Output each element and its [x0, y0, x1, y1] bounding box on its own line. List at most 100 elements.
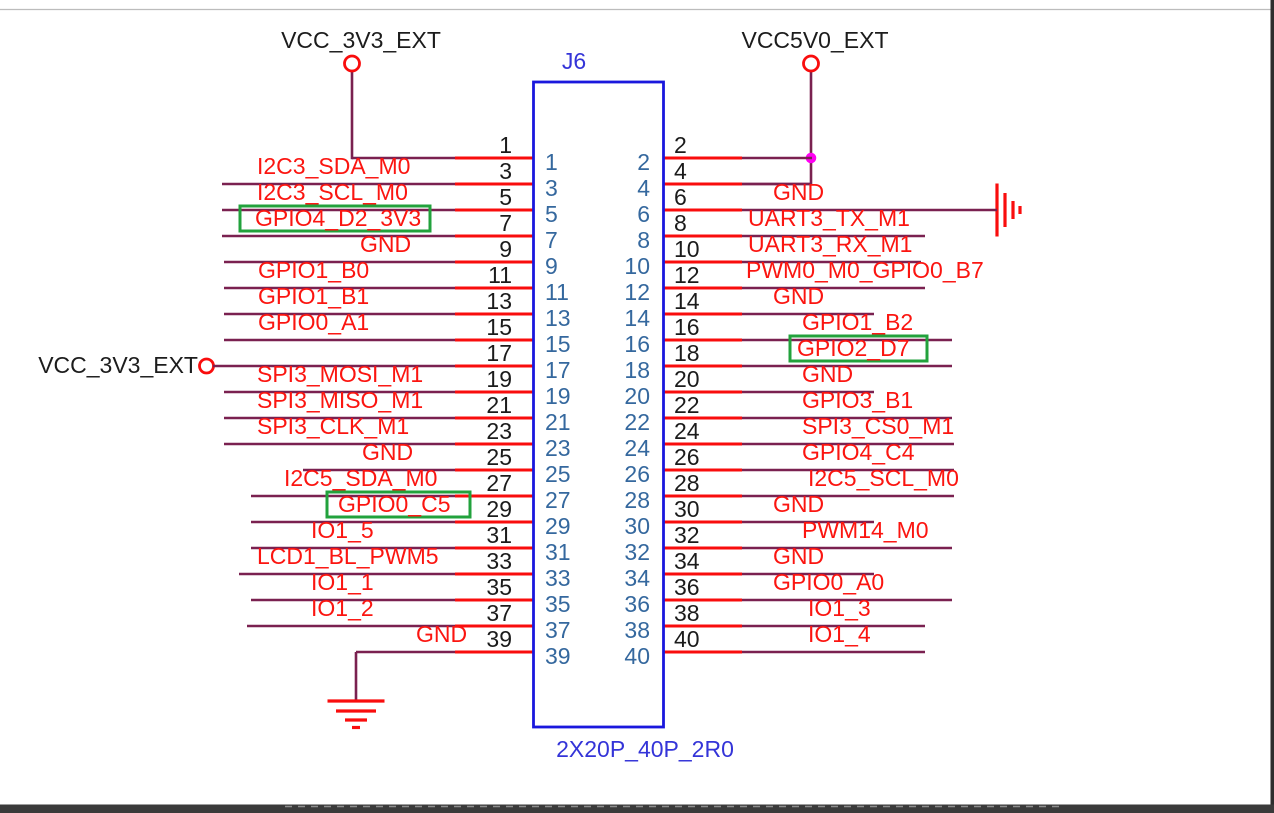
pin-number-outside-18: 18	[674, 340, 700, 366]
pin-number-inside-18: 18	[624, 357, 650, 383]
net-label-GPIO4_C4: GPIO4_C4	[802, 439, 915, 465]
sheet-frame-right-line	[1270, 0, 1274, 813]
pin-number-inside-25: 25	[545, 461, 571, 487]
power-terminal-icon	[343, 54, 361, 73]
pin-number-inside-33: 33	[545, 565, 571, 591]
pin-number-inside-15: 15	[545, 331, 571, 357]
net-label-SPI3_CS0_M1: SPI3_CS0_M1	[802, 413, 954, 439]
pin-number-inside-20: 20	[624, 383, 650, 409]
pin-number-outside-13: 13	[486, 288, 512, 314]
pin-number-inside-32: 32	[624, 539, 650, 565]
pin-number-outside-1: 1	[499, 132, 512, 158]
highlight-box-GPIO2_D7	[788, 334, 929, 363]
pin-number-outside-19: 19	[486, 366, 512, 392]
connector-part-number: 2X20P_40P_2R0	[556, 736, 734, 762]
pin-number-outside-5: 5	[499, 184, 512, 210]
power-flag-vcc3v3-top: VCC_3V3_EXT	[281, 27, 441, 160]
connector-body	[533, 82, 664, 727]
net-label-GND: GND	[802, 361, 853, 387]
net-label-SPI3_MOSI_M1: SPI3_MOSI_M1	[257, 361, 423, 387]
pin-number-outside-10: 10	[674, 236, 700, 262]
net-label-I2C5_SDA_M0: I2C5_SDA_M0	[284, 465, 437, 491]
net-label-GPIO1_B0: GPIO1_B0	[258, 257, 369, 283]
pin-number-inside-30: 30	[624, 513, 650, 539]
connector-refdes: J6	[562, 48, 586, 74]
power-flag-vcc5v0-top: VCC5V0_EXT	[741, 27, 889, 186]
pin-number-outside-7: 7	[499, 210, 512, 236]
net-label-GPIO1_B2: GPIO1_B2	[802, 309, 913, 335]
net-label-GND: GND	[773, 179, 824, 205]
pin-number-inside-8: 8	[637, 227, 650, 253]
power-flag-label: VCC_3V3_EXT	[38, 352, 198, 378]
net-label-GPIO0_C5: GPIO0_C5	[338, 491, 451, 517]
pin-number-outside-3: 3	[499, 158, 512, 184]
pin-number-inside-1: 1	[545, 149, 558, 175]
pin-number-outside-28: 28	[674, 470, 700, 496]
net-label-GND: GND	[362, 439, 413, 465]
highlight-box-GPIO0_C5	[325, 490, 472, 519]
pin-number-inside-10: 10	[624, 253, 650, 279]
pin-number-outside-12: 12	[674, 262, 700, 288]
net-label-IO1_3: IO1_3	[808, 595, 871, 621]
pin-number-inside-36: 36	[624, 591, 650, 617]
pin-number-outside-8: 8	[674, 210, 687, 236]
power-terminal-icon	[198, 357, 215, 375]
pin-number-outside-38: 38	[674, 600, 700, 626]
pin-number-inside-4: 4	[637, 175, 650, 201]
pin-number-outside-24: 24	[674, 418, 700, 444]
net-label-I2C3_SDA_M0: I2C3_SDA_M0	[257, 153, 410, 179]
pin-number-inside-16: 16	[624, 331, 650, 357]
pin-number-outside-37: 37	[486, 600, 512, 626]
net-label-GPIO2_D7: GPIO2_D7	[797, 335, 910, 361]
net-label-SPI3_CLK_M1: SPI3_CLK_M1	[257, 413, 409, 439]
pin-number-outside-25: 25	[486, 444, 512, 470]
pin-number-outside-29: 29	[486, 496, 512, 522]
net-label-GPIO0_A1: GPIO0_A1	[258, 309, 369, 335]
pin-number-inside-38: 38	[624, 617, 650, 643]
pin-number-inside-12: 12	[624, 279, 650, 305]
pin-number-inside-11: 11	[545, 279, 569, 305]
pin-number-outside-20: 20	[674, 366, 700, 392]
pin-number-inside-21: 21	[545, 409, 571, 435]
highlight-box-GPIO4_D2_3V3	[238, 204, 432, 233]
pin-number-outside-17: 17	[486, 340, 512, 366]
pin-number-outside-23: 23	[486, 418, 512, 444]
power-flag-label: VCC5V0_EXT	[741, 27, 888, 53]
pin-number-outside-33: 33	[486, 548, 512, 574]
pin-number-inside-7: 7	[545, 227, 558, 253]
pin-number-inside-23: 23	[545, 435, 571, 461]
pin-number-outside-11: 11	[488, 262, 512, 288]
pin-number-outside-35: 35	[486, 574, 512, 600]
pin-number-inside-17: 17	[545, 357, 571, 383]
pin-number-outside-9: 9	[499, 236, 512, 262]
power-flag-vcc3v3-pin17: VCC_3V3_EXT	[38, 352, 215, 378]
pin-number-inside-40: 40	[624, 643, 650, 669]
net-label-I2C3_SCL_M0: I2C3_SCL_M0	[257, 179, 408, 205]
pin-number-outside-4: 4	[674, 158, 687, 184]
pin-number-outside-39: 39	[486, 626, 512, 652]
pin-number-outside-26: 26	[674, 444, 700, 470]
pin-number-outside-2: 2	[674, 132, 687, 158]
ground-symbol-right	[995, 183, 1022, 237]
pin-number-outside-36: 36	[674, 574, 700, 600]
pin-number-inside-22: 22	[624, 409, 650, 435]
net-label-GPIO0_A0: GPIO0_A0	[773, 569, 884, 595]
power-terminal-icon	[802, 54, 820, 73]
net-label-GND: GND	[773, 283, 824, 309]
pin-number-inside-9: 9	[545, 253, 558, 279]
net-label-IO1_4: IO1_4	[808, 621, 871, 647]
net-label-SPI3_MISO_M1: SPI3_MISO_M1	[257, 387, 423, 413]
pin-number-outside-15: 15	[486, 314, 512, 340]
pin-number-inside-28: 28	[624, 487, 650, 513]
pin-number-outside-40: 40	[674, 626, 700, 652]
pin-number-outside-22: 22	[674, 392, 700, 418]
pin-number-outside-6: 6	[674, 184, 687, 210]
pin-number-inside-34: 34	[624, 565, 650, 591]
net-label-IO1_2: IO1_2	[311, 595, 374, 621]
net-label-GPIO1_B1: GPIO1_B1	[258, 283, 369, 309]
net-label-GND: GND	[360, 231, 411, 257]
